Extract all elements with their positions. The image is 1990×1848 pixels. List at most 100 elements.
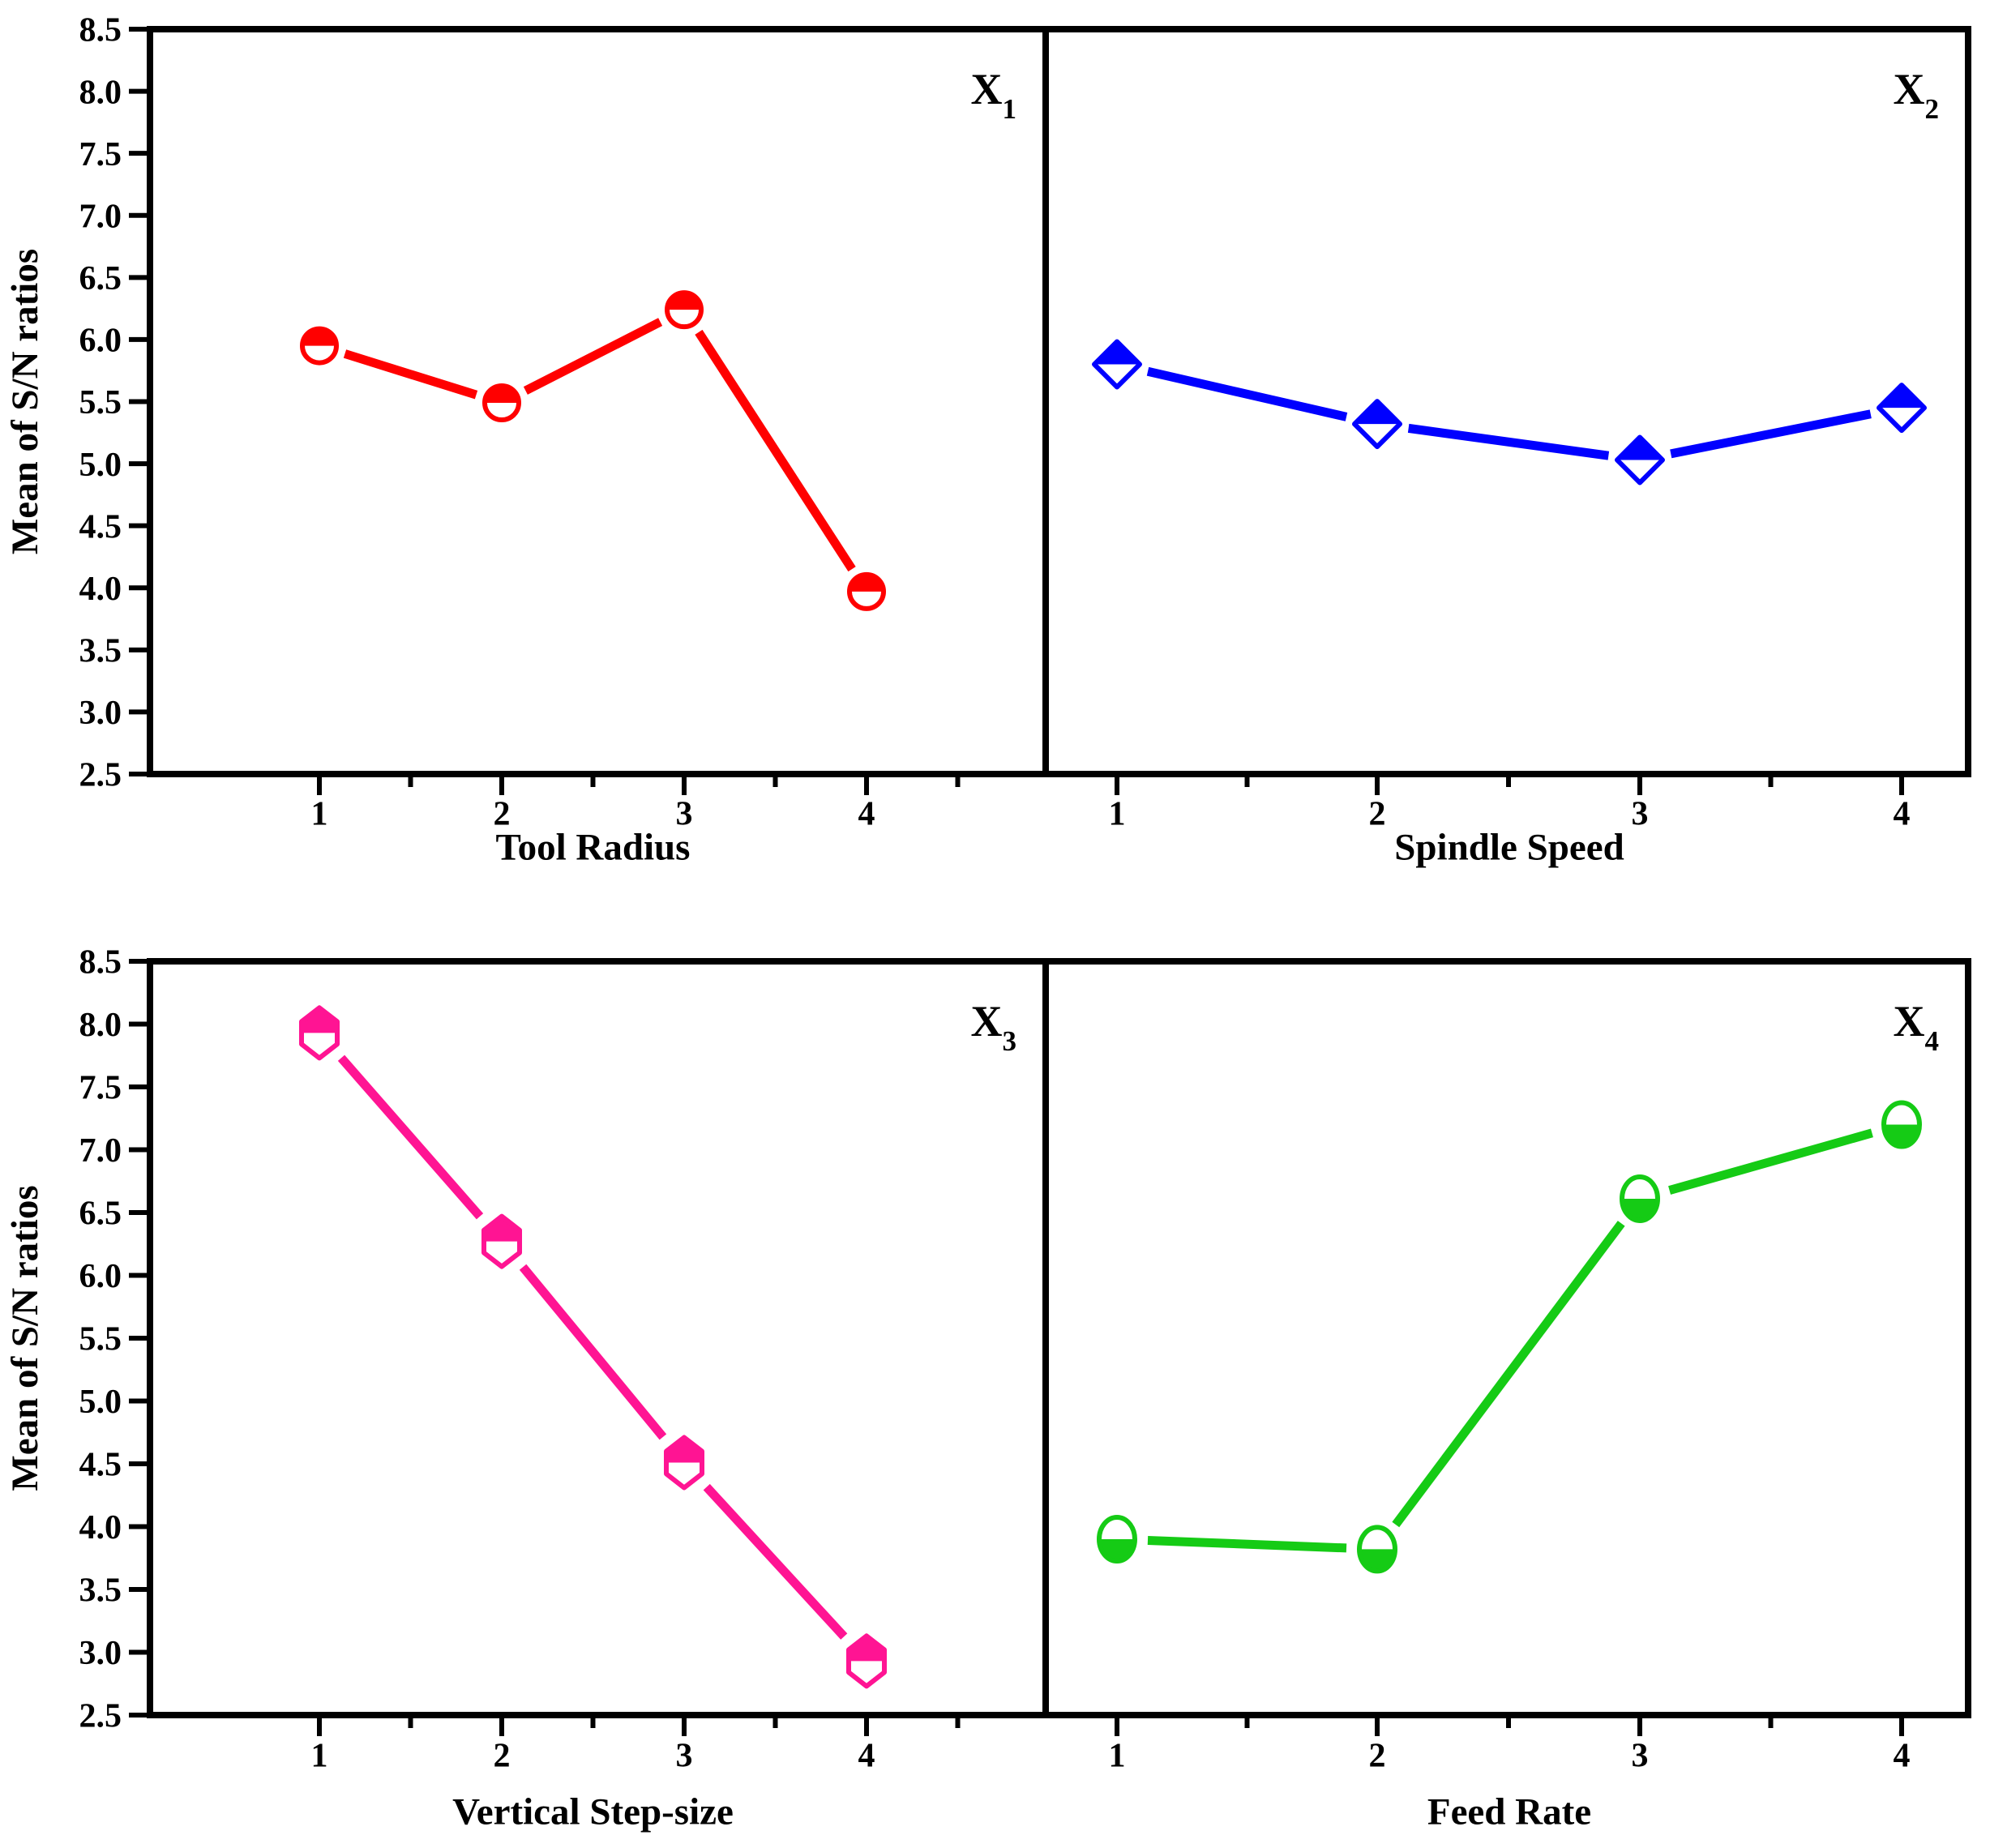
x-tick-label: 3 — [676, 1738, 693, 1775]
y-tick-label: 6.0 — [79, 1258, 122, 1295]
y-tick-label: 2.5 — [79, 1698, 122, 1735]
marker-half-fill — [666, 1437, 702, 1463]
y-tick-label: 7.0 — [79, 198, 122, 235]
marker-outline — [1620, 1174, 1660, 1223]
marker-outline — [665, 290, 704, 330]
half-top-hexagon-marker — [664, 1435, 704, 1491]
x-tick-label: 4 — [858, 1738, 875, 1775]
x-tick-label: 1 — [311, 796, 328, 833]
panel-corner-label: X4 — [1894, 997, 1940, 1057]
marker-half-fill — [1879, 385, 1924, 409]
panel-x2: 1 2 3 4 Spindle Speed X2 — [1092, 65, 1939, 868]
x-tick-label: 3 — [1632, 1738, 1649, 1775]
y-tick-label: 6.5 — [79, 260, 122, 297]
marker-half-fill — [1617, 437, 1663, 460]
panel-x3: 1 2 3 4 Vertical Step-size X3 — [299, 997, 1017, 1833]
half-top-circle-marker — [482, 383, 521, 423]
marker-half-fill — [302, 1007, 337, 1033]
panel-x4: 1 2 3 4 Feed Rate X4 — [1097, 997, 1940, 1833]
series-line-segment — [523, 318, 663, 395]
series-line-segment — [1668, 1128, 1873, 1195]
half-top-diamond-marker — [1615, 434, 1665, 486]
marker-outline — [1352, 399, 1402, 450]
marker-outline — [481, 1213, 522, 1269]
y-tick-label: 2.5 — [79, 757, 122, 794]
half-top-diamond-marker — [1352, 399, 1402, 450]
marker-half-fill — [484, 1216, 520, 1242]
y-tick-label: 5.0 — [79, 447, 122, 484]
y-tick-label: 4.5 — [79, 1447, 122, 1484]
plot-border — [147, 958, 1971, 1718]
half-top-hexagon-marker — [299, 1005, 340, 1061]
marker-outline — [1881, 1100, 1922, 1149]
x-tick-label: 2 — [494, 1738, 511, 1775]
plot-border — [147, 26, 1971, 777]
series-line-segment — [1147, 1535, 1347, 1553]
half-top-hexagon-marker — [846, 1633, 887, 1689]
panel-corner-label: X3 — [971, 997, 1017, 1057]
marker-outline — [1615, 434, 1665, 486]
series-line-segment — [695, 329, 856, 572]
y-tick-label: 5.5 — [79, 384, 122, 421]
x-axis-title: Vertical Step-size — [452, 1790, 734, 1833]
marker-half-fill — [1354, 401, 1400, 425]
x-axis-title: Spindle Speed — [1394, 826, 1624, 868]
marker-outline — [664, 1435, 704, 1491]
series-line-segment — [1670, 409, 1872, 459]
y-tick-label: 5.0 — [79, 1384, 122, 1421]
y-tick-label: 3.5 — [79, 1572, 122, 1610]
x-tick-label: 4 — [858, 796, 875, 833]
y-tick-label: 7.5 — [79, 136, 122, 173]
half-top-diamond-marker — [1092, 339, 1142, 390]
marker-outline — [1097, 1515, 1137, 1564]
series-line-segment — [519, 1264, 667, 1440]
y-tick-label: 8.5 — [79, 944, 122, 982]
half-bottom-ellipse-marker — [1097, 1515, 1137, 1564]
series-line-segment — [703, 1483, 848, 1640]
panel-x1: 1 2 3 4 Tool Radius X1 — [300, 65, 1017, 868]
x-tick-label: 2 — [494, 796, 511, 833]
half-bottom-ellipse-marker — [1881, 1100, 1922, 1149]
marker-half-fill — [1094, 341, 1140, 365]
series-line-segment — [343, 349, 478, 400]
marker-outline — [846, 1633, 887, 1689]
y-tick-label: 4.5 — [79, 508, 122, 545]
x-axis-title: Feed Rate — [1427, 1790, 1591, 1833]
half-top-circle-marker — [665, 290, 704, 330]
half-top-hexagon-marker — [481, 1213, 522, 1269]
marker-outline — [300, 326, 339, 366]
marker-outline — [1357, 1525, 1397, 1574]
y-tick-label: 3.0 — [79, 695, 122, 732]
half-top-circle-marker — [300, 326, 339, 366]
x-tick-label: 1 — [311, 1738, 328, 1775]
marker-outline — [1877, 383, 1927, 434]
x-axis-title: Tool Radius — [496, 826, 691, 868]
x-tick-label: 3 — [676, 796, 693, 833]
y-tick-label: 6.0 — [79, 323, 122, 360]
series-line-segment — [337, 1054, 484, 1220]
marker-outline — [482, 383, 521, 423]
x-tick-label: 2 — [1369, 1738, 1386, 1775]
half-top-diamond-marker — [1877, 383, 1927, 434]
x-tick-label: 2 — [1369, 796, 1386, 833]
half-bottom-ellipse-marker — [1620, 1174, 1660, 1223]
x-tick-label: 3 — [1632, 796, 1649, 833]
y-axis-title: Mean of S/N ratios — [4, 1185, 46, 1491]
marker-outline — [299, 1005, 340, 1061]
y-tick-label: 7.0 — [79, 1132, 122, 1170]
half-bottom-ellipse-marker — [1357, 1525, 1397, 1574]
y-axis-title: Mean of S/N ratios — [4, 249, 46, 554]
panel-corner-label: X1 — [971, 65, 1017, 125]
y-tick-label: 5.5 — [79, 1321, 122, 1358]
half-top-circle-marker — [847, 571, 886, 611]
series-line-segment — [1146, 366, 1348, 421]
x-tick-label: 1 — [1109, 796, 1126, 833]
x-tick-label: 4 — [1894, 796, 1911, 833]
marker-outline — [847, 571, 886, 611]
y-tick-label: 8.0 — [79, 74, 122, 111]
marker-half-fill — [849, 1636, 884, 1662]
y-tick-label: 4.0 — [79, 1509, 122, 1546]
x-tick-label: 1 — [1109, 1738, 1126, 1775]
marker-outline — [1092, 339, 1142, 390]
